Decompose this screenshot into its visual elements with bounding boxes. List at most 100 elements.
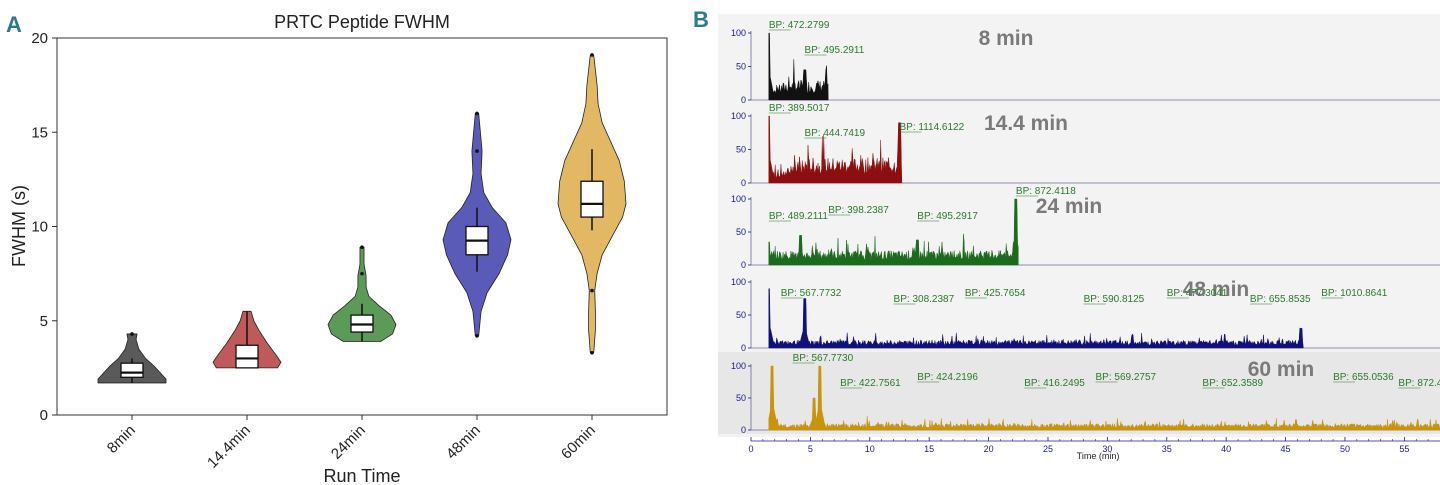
base-peak-label: BP: 308.2387: [894, 294, 955, 305]
outlier-point: [475, 111, 479, 116]
x-tick-label: 24min: [328, 422, 369, 463]
x-tick-label: 14.4min: [204, 422, 254, 472]
y-tick-label: 0: [741, 95, 746, 105]
time-tick-label: 20: [984, 444, 994, 454]
base-peak-label: BP: 655.8535: [1250, 294, 1311, 305]
time-tick-label: 30: [1102, 444, 1112, 454]
trace-14.4-min: 0 50 100 14.4 min BP: 389.5017 BP: 444.7419 BP…: [731, 103, 1440, 188]
run-duration-label: 14.4 min: [984, 112, 1068, 135]
time-tick-label: 45: [1281, 444, 1291, 454]
box: [235, 344, 259, 369]
base-peak-label: BP: 590.8125: [1084, 294, 1145, 305]
base-peak-label: BP: 444.7419: [804, 128, 865, 139]
time-tick-label: 25: [1043, 444, 1053, 454]
time-axis: 0 5 10 15 20 25 30 35 40 45 50 55: [748, 437, 1440, 454]
y-tick-label: 100: [731, 28, 746, 38]
time-tick-label: 0: [748, 444, 753, 454]
trace-48-min: 0 50 100 48 min BP: 567.7732 BP: 308.2387 BP: …: [731, 277, 1440, 353]
outlier-point: [475, 334, 479, 338]
axis-ticks: 0 5 10 15 20 8min 14.4min 24min 48min 60min: [31, 30, 599, 472]
y-tick-label: 20: [31, 30, 48, 47]
box: [580, 180, 604, 218]
violin-60min: [557, 53, 627, 355]
base-peak-label: BP: 652.3589: [1202, 378, 1263, 389]
y-tick-label: 0: [741, 178, 746, 188]
time-tick-label: 50: [1340, 444, 1350, 454]
base-peak-label: BP: 422.7561: [840, 378, 901, 389]
trace-area: [768, 365, 1440, 431]
y-tick-label: 0: [741, 260, 746, 270]
violin-body: [327, 246, 397, 342]
x-axis-label: Run Time: [323, 466, 400, 485]
trace-area: [768, 288, 1304, 349]
base-peak-label: BP: 567.7732: [781, 288, 842, 299]
x-tick-label: 48min: [443, 422, 484, 463]
violin-14.4min: [212, 310, 282, 369]
violin-24min: [327, 245, 397, 342]
outlier-point: [360, 271, 364, 276]
trace-area: [768, 115, 903, 184]
base-peak-label: BP: 489.2111: [769, 211, 829, 222]
y-tick-label: 50: [736, 310, 746, 320]
y-tick-label: 5: [40, 313, 48, 330]
base-peak-label: BP: 569.2757: [1096, 372, 1157, 383]
panel-a-letter: A: [6, 12, 22, 37]
time-tick-label: 10: [865, 444, 875, 454]
trace-60-min: 0 50 100 60 min BP: 567.7730 BP: 422.7561 BP: …: [718, 352, 1440, 435]
base-peak-label: BP: 872.4118: [1016, 186, 1076, 197]
time-tick-label: 55: [1399, 444, 1409, 454]
box: [120, 362, 144, 378]
base-peak-label: BP: 1114.6122: [899, 122, 964, 133]
base-peak-label: BP: 477.3041: [1167, 288, 1228, 299]
y-tick-label: 50: [736, 62, 746, 72]
x-tick-label: 60min: [558, 422, 599, 463]
outlier-point: [475, 149, 479, 153]
time-tick-label: 15: [924, 444, 934, 454]
run-duration-label: 60 min: [1248, 358, 1315, 381]
outlier-point: [130, 332, 134, 336]
x-tick-label: 8min: [104, 422, 139, 457]
y-tick-label: 50: [736, 393, 746, 403]
base-peak-label: BP: 424.2196: [917, 372, 978, 383]
base-peak-label: BP: 655.0536: [1333, 372, 1394, 383]
trace-8-min: 0 50 100 8 min BP: 472.2799 BP: 495.2911: [731, 20, 1440, 105]
base-peak-label: BP: 1010.8641: [1321, 288, 1388, 299]
y-tick-label: 0: [741, 343, 746, 353]
base-peak-label: BP: 495.2911: [804, 45, 864, 56]
y-tick-label: 10: [31, 219, 48, 236]
outlier-point: [590, 288, 594, 293]
base-peak-label: BP: 472.2799: [769, 20, 830, 31]
base-peak-label: BP: 872.411: [1398, 378, 1440, 389]
y-tick-label: 15: [31, 124, 48, 141]
outlier-point: [590, 53, 594, 57]
trace-area: [768, 32, 829, 101]
outlier-point: [360, 245, 364, 250]
violin-chart: PRTC Peptide FWHM Run Time FWHM (s) 0 5 10…: [9, 12, 668, 485]
y-tick-label: 50: [736, 145, 746, 155]
violins: [97, 53, 627, 384]
traces: 0 50 100 8 min BP: 472.2799 BP: 495.2911 0 50 10…: [718, 20, 1440, 435]
base-peak-label: BP: 416.2495: [1024, 378, 1085, 389]
y-tick-label: 0: [40, 407, 48, 424]
time-tick-label: 5: [808, 444, 813, 454]
time-tick-label: 40: [1221, 444, 1231, 454]
y-tick-label: 0: [741, 425, 746, 435]
time-axis-label: Time (min): [1077, 451, 1120, 461]
base-peak-label: BP: 398.2387: [828, 205, 889, 216]
base-peak-label: BP: 425.7654: [965, 288, 1026, 299]
outlier-point: [590, 350, 594, 355]
trace-area: [768, 198, 1019, 266]
chart-title: PRTC Peptide FWHM: [274, 12, 450, 32]
violin-48min: [442, 111, 512, 338]
base-peak-label: BP: 495.2917: [917, 211, 978, 222]
run-duration-label: 48 min: [1183, 278, 1250, 301]
y-tick-label: 100: [731, 111, 746, 121]
y-tick-label: 100: [731, 277, 746, 287]
y-tick-label: 100: [731, 361, 746, 371]
selected-trace-background: [718, 352, 1440, 434]
run-duration-label: 24 min: [1036, 195, 1103, 218]
y-axis-label: FWHM (s): [9, 185, 29, 267]
